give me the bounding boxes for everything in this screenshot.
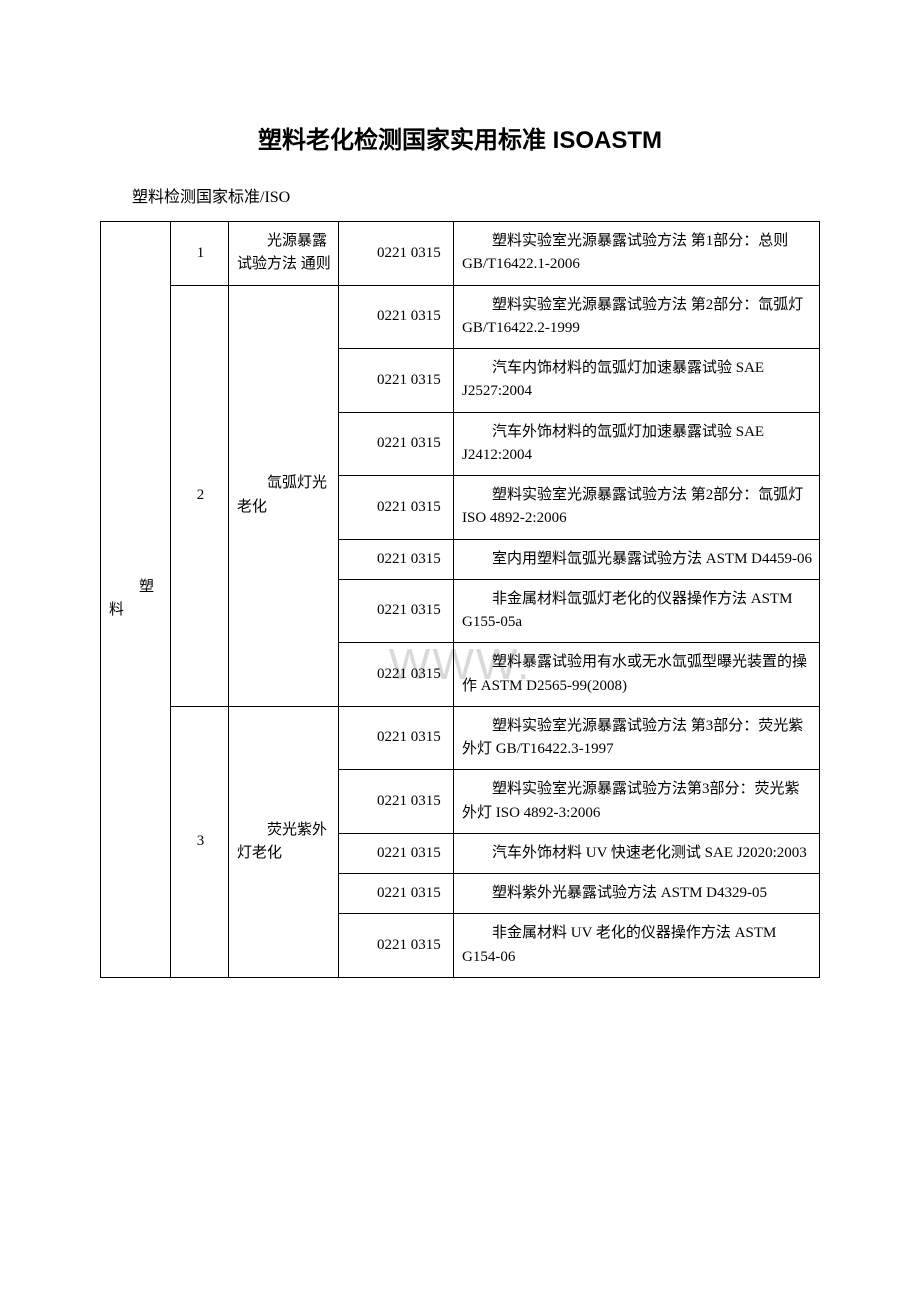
code-cell: 0221 0315 (339, 412, 454, 476)
code-cell: 0221 0315 (339, 476, 454, 540)
description-cell: 汽车外饰材料 UV 快速老化测试 SAE J2020:2003 (454, 833, 820, 873)
test-name-label: 荧光紫外灯老化 (237, 819, 332, 866)
code-cell: 0221 0315 (339, 222, 454, 286)
code-label: 0221 0315 (347, 934, 447, 957)
code-cell: 0221 0315 (339, 643, 454, 707)
category-cell: 塑料 (101, 222, 171, 978)
description-cell: 室内用塑料氙弧光暴露试验方法 ASTM D4459-06 (454, 539, 820, 579)
description-cell: 塑料暴露试验用有水或无水氙弧型曝光装置的操作 ASTM D2565-99(200… (454, 643, 820, 707)
description-label: 塑料紫外光暴露试验方法 ASTM D4329-05 (462, 882, 813, 905)
test-name-cell: 光源暴露试验方法 通则 (229, 222, 339, 286)
description-cell: 汽车外饰材料的氙弧灯加速暴露试验 SAE J2412:2004 (454, 412, 820, 476)
description-label: 塑料实验室光源暴露试验方法 第2部分：氙弧灯 ISO 4892-2:2006 (462, 484, 813, 531)
code-label: 0221 0315 (347, 842, 447, 865)
description-cell: 塑料实验室光源暴露试验方法 第2部分：氙弧灯 ISO 4892-2:2006 (454, 476, 820, 540)
description-label: 室内用塑料氙弧光暴露试验方法 ASTM D4459-06 (462, 548, 813, 571)
group-number-cell: 1 (171, 222, 229, 286)
description-label: 塑料实验室光源暴露试验方法 第1部分：总则 GB/T16422.1-2006 (462, 230, 813, 277)
code-label: 0221 0315 (347, 726, 447, 749)
table-row: 2氙弧灯光老化0221 0315塑料实验室光源暴露试验方法 第2部分：氙弧灯 G… (101, 285, 820, 349)
code-cell: 0221 0315 (339, 914, 454, 978)
code-cell: 0221 0315 (339, 539, 454, 579)
code-label: 0221 0315 (347, 432, 447, 455)
description-label: 非金属材料 UV 老化的仪器操作方法 ASTM G154-06 (462, 922, 813, 969)
description-label: 汽车外饰材料 UV 快速老化测试 SAE J2020:2003 (462, 842, 813, 865)
code-label: 0221 0315 (347, 790, 447, 813)
code-cell: 0221 0315 (339, 833, 454, 873)
code-label: 0221 0315 (347, 496, 447, 519)
description-cell: 塑料实验室光源暴露试验方法第3部分：荧光紫外灯 ISO 4892-3:2006 (454, 770, 820, 834)
code-cell: 0221 0315 (339, 285, 454, 349)
table-row: 塑料1光源暴露试验方法 通则0221 0315塑料实验室光源暴露试验方法 第1部… (101, 222, 820, 286)
description-label: 塑料实验室光源暴露试验方法第3部分：荧光紫外灯 ISO 4892-3:2006 (462, 778, 813, 825)
code-cell: 0221 0315 (339, 579, 454, 643)
group-number-cell: 3 (171, 706, 229, 977)
document-page: 塑料老化检测国家实用标准 ISOASTM 塑料检测国家标准/ISO 塑料 1光源暴… (0, 0, 920, 1038)
code-cell: 0221 0315 (339, 874, 454, 914)
group-number-cell: 2 (171, 285, 229, 706)
description-cell: 塑料实验室光源暴露试验方法 第2部分：氙弧灯 GB/T16422.2-1999 (454, 285, 820, 349)
code-cell: 0221 0315 (339, 706, 454, 770)
code-cell: 0221 0315 (339, 349, 454, 413)
description-cell: 塑料紫外光暴露试验方法 ASTM D4329-05 (454, 874, 820, 914)
description-cell: 非金属材料氙弧灯老化的仪器操作方法 ASTM G155-05a (454, 579, 820, 643)
code-label: 0221 0315 (347, 242, 447, 265)
page-title: 塑料老化检测国家实用标准 ISOASTM (100, 120, 820, 155)
description-cell: 汽车内饰材料的氙弧灯加速暴露试验 SAE J2527:2004 (454, 349, 820, 413)
description-cell: 塑料实验室光源暴露试验方法 第1部分：总则 GB/T16422.1-2006 (454, 222, 820, 286)
code-label: 0221 0315 (347, 548, 447, 571)
test-name-label: 光源暴露试验方法 通则 (237, 230, 332, 277)
description-label: 塑料暴露试验用有水或无水氙弧型曝光装置的操作 ASTM D2565-99(200… (462, 651, 813, 698)
description-cell: 塑料实验室光源暴露试验方法 第3部分：荧光紫外灯 GB/T16422.3-199… (454, 706, 820, 770)
test-name-label: 氙弧灯光老化 (237, 472, 332, 519)
code-label: 0221 0315 (347, 305, 447, 328)
page-subtitle: 塑料检测国家标准/ISO (100, 183, 820, 207)
description-label: 汽车内饰材料的氙弧灯加速暴露试验 SAE J2527:2004 (462, 357, 813, 404)
standards-table: 塑料 1光源暴露试验方法 通则 0221 0315 塑料实验室光源暴露试验方法 第1部… (100, 221, 820, 978)
test-name-cell: 荧光紫外灯老化 (229, 706, 339, 977)
code-label: 0221 0315 (347, 882, 447, 905)
description-label: 汽车外饰材料的氙弧灯加速暴露试验 SAE J2412:2004 (462, 421, 813, 468)
description-label: 非金属材料氙弧灯老化的仪器操作方法 ASTM G155-05a (462, 588, 813, 635)
description-label: 塑料实验室光源暴露试验方法 第2部分：氙弧灯 GB/T16422.2-1999 (462, 294, 813, 341)
test-name-cell: 氙弧灯光老化 (229, 285, 339, 706)
code-label: 0221 0315 (347, 599, 447, 622)
table-row: 3荧光紫外灯老化0221 0315塑料实验室光源暴露试验方法 第3部分：荧光紫外… (101, 706, 820, 770)
description-label: 塑料实验室光源暴露试验方法 第3部分：荧光紫外灯 GB/T16422.3-199… (462, 715, 813, 762)
category-label: 塑料 (109, 576, 164, 623)
code-label: 0221 0315 (347, 663, 447, 686)
code-cell: 0221 0315 (339, 770, 454, 834)
code-label: 0221 0315 (347, 369, 447, 392)
description-cell: 非金属材料 UV 老化的仪器操作方法 ASTM G154-06 (454, 914, 820, 978)
